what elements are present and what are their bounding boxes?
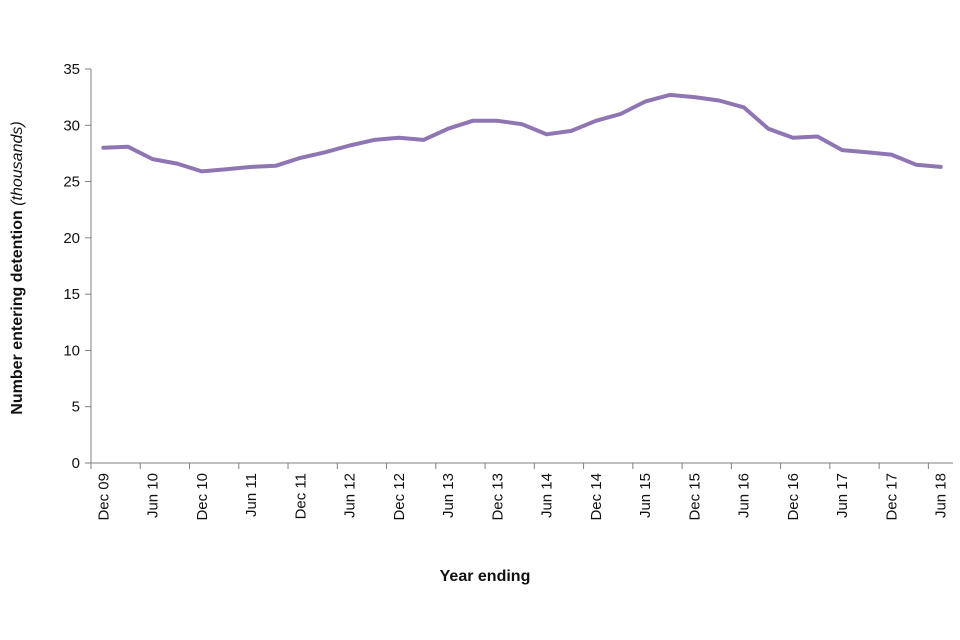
x-tick-label: Dec 10: [194, 473, 211, 521]
x-tick-label: Dec 11: [292, 473, 309, 519]
x-tick-label: Dec 13: [489, 473, 506, 521]
x-tick-label: Dec 14: [588, 473, 605, 521]
x-tick-label: Dec 09: [95, 473, 112, 521]
y-tick-label: 15: [63, 286, 80, 303]
y-tick-label: 25: [63, 174, 80, 191]
x-tick-label: Jun 15: [637, 473, 654, 518]
x-tick-label: Jun 16: [736, 473, 753, 518]
x-tick-label: Dec 15: [686, 473, 703, 521]
x-tick-label: Jun 12: [342, 473, 359, 518]
y-tick-label: 35: [63, 61, 80, 78]
x-tick-label: Jun 18: [933, 473, 950, 518]
x-tick-label: Dec 16: [785, 473, 802, 521]
y-tick-label: 5: [72, 399, 80, 416]
y-tick-label: 30: [63, 117, 80, 134]
y-tick-label: 10: [63, 342, 80, 359]
x-tick-label: Jun 17: [834, 473, 851, 518]
y-axis-title-unit: (thousands): [9, 121, 26, 206]
y-tick-label: 20: [63, 230, 80, 247]
y-axis-ticks: 0 5 10 15 20 25 30 35: [63, 61, 91, 472]
series-line: [101, 92, 943, 174]
x-tick-label: Jun 14: [539, 473, 556, 518]
x-tick-label: Dec 12: [391, 473, 408, 521]
x-axis-ticks: Dec 09 Jun 10 Dec 10 Jun 11 Dec 11 Jun 12 Dec …: [90, 463, 950, 521]
x-tick-label: Jun 13: [440, 473, 457, 518]
x-tick-label: Jun 11: [243, 473, 260, 517]
x-tick-label: Jun 10: [145, 473, 162, 518]
x-tick-label: Dec 17: [883, 473, 900, 521]
y-axis-title-main: Number entering detention: [9, 210, 26, 414]
x-axis-title: Year ending: [440, 568, 531, 585]
y-axis-title: Number entering detention (thousands): [9, 121, 26, 414]
y-tick-label: 0: [72, 455, 80, 472]
